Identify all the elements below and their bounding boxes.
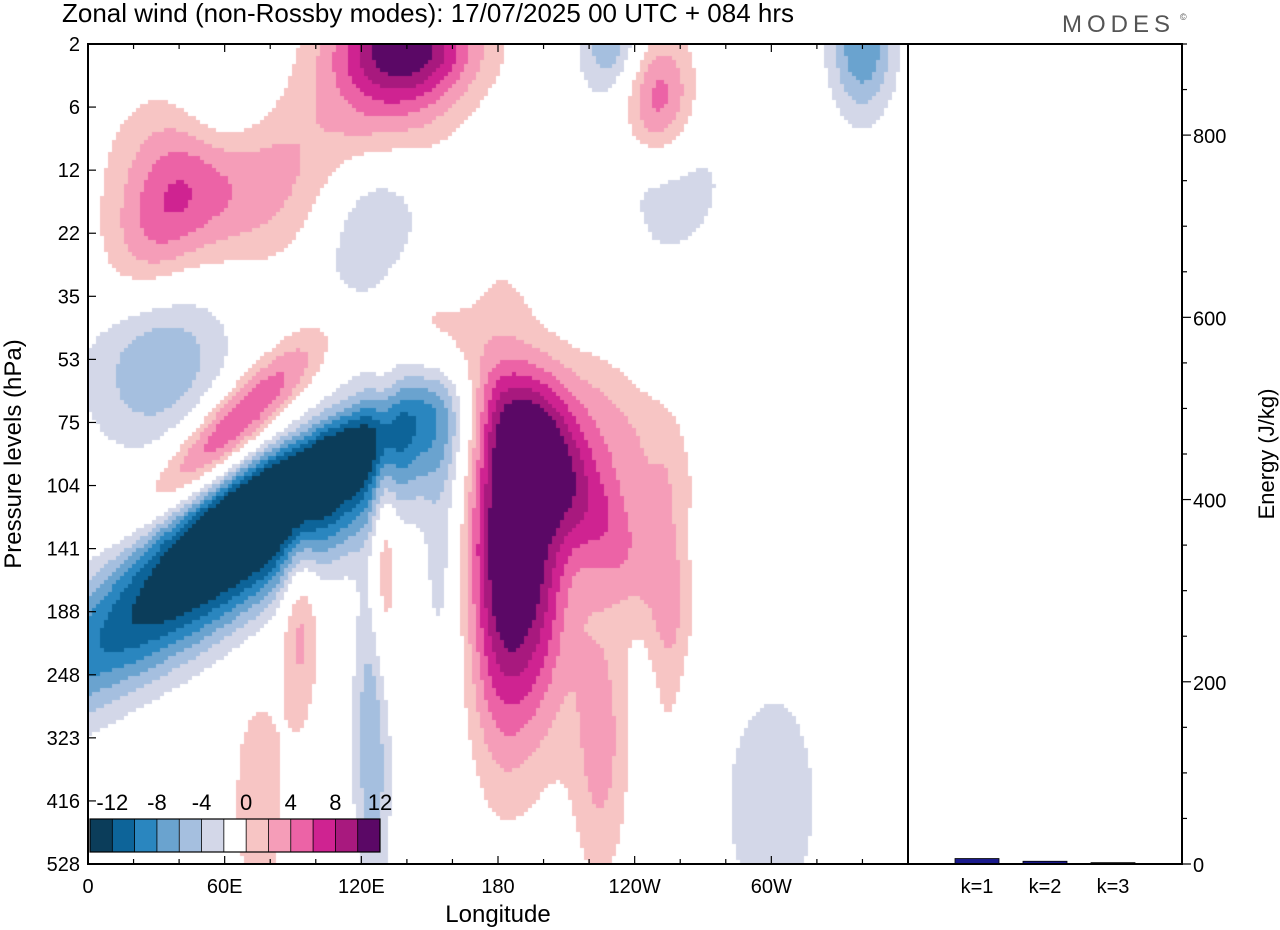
energy-x-tick-label: k=3 xyxy=(1097,876,1130,898)
energy-y-tick-label: 400 xyxy=(1193,491,1226,513)
y-tick-label: 53 xyxy=(58,349,80,371)
heatmap-canvas xyxy=(88,44,908,864)
colorbar-swatch xyxy=(112,819,136,852)
x-tick-label: 180 xyxy=(481,876,514,898)
colorbar-swatch xyxy=(156,819,180,852)
colorbar-swatch xyxy=(201,819,225,852)
y-tick-label: 6 xyxy=(69,97,80,119)
colorbar-label: -4 xyxy=(192,790,212,815)
colorbar-swatch xyxy=(290,819,314,852)
energy-ylabel: Energy (J/kg) xyxy=(1254,389,1279,520)
colorbar-swatch xyxy=(246,819,269,852)
colorbar-swatch xyxy=(313,819,336,852)
heatmap-ylabel: Pressure levels (hPa) xyxy=(0,339,27,568)
modes-logo-mark: © xyxy=(1180,12,1187,22)
y-tick-label: 528 xyxy=(47,854,80,876)
y-tick-label: 35 xyxy=(58,286,80,308)
energy-x-tick-label: k=2 xyxy=(1029,876,1062,898)
colorbar-label: 12 xyxy=(368,790,392,815)
colorbar-swatch xyxy=(134,819,158,852)
heatmap-fo xyxy=(88,44,908,864)
heatmap-x-axis: 0 60E 120E 180 120W 60W xyxy=(82,44,909,898)
y-tick-label: 75 xyxy=(58,412,80,434)
colorbar-swatch xyxy=(179,819,203,852)
y-tick-label: 188 xyxy=(47,602,80,624)
energy-y-tick-label: 200 xyxy=(1193,673,1226,695)
heatmap-panel: 0 60E 120E 180 120W 60W 2 6 12 22 35 53 75 104 141 188… xyxy=(0,34,909,928)
y-tick-label: 248 xyxy=(47,665,80,687)
x-tick-label: 120E xyxy=(338,876,385,898)
energy-y-tick-label: 0 xyxy=(1193,855,1204,877)
y-tick-label: 141 xyxy=(47,539,80,561)
modes-logo: MODES xyxy=(1062,11,1175,38)
heatmap-xlabel: Longitude xyxy=(445,901,550,928)
colorbar-label: 8 xyxy=(329,790,341,815)
colorbar-label: 4 xyxy=(285,790,297,815)
colorbar-swatch xyxy=(335,819,359,852)
colorbar-label: -12 xyxy=(96,790,128,815)
x-tick-label: 120W xyxy=(609,876,661,898)
colorbar-swatch xyxy=(268,819,292,852)
colorbar-swatch xyxy=(357,819,381,852)
energy-y-tick-label: 600 xyxy=(1193,308,1226,330)
energy-x-tick-label: k=1 xyxy=(961,876,994,898)
energy-panel: 0 200 400 600 800 k=1 k=2 k=3 Energy (J/kg) xyxy=(907,43,1279,898)
chart-title: Zonal wind (non-Rossby modes): 17/07/202… xyxy=(62,0,794,28)
energy-x-axis: k=1 k=2 k=3 xyxy=(961,876,1130,898)
colorbar-label: 0 xyxy=(240,790,252,815)
energy-frame xyxy=(907,43,1183,865)
heatmap-y-axis: 2 6 12 22 35 53 75 104 141 188 248 323 416 528 xyxy=(47,34,96,876)
y-tick-label: 104 xyxy=(47,476,80,498)
x-tick-label: 0 xyxy=(82,876,93,898)
y-tick-label: 416 xyxy=(47,791,80,813)
colorbar: -12 -8 -4 0 4 8 12 xyxy=(89,790,392,853)
colorbar-swatch xyxy=(223,819,247,852)
colorbar-swatch xyxy=(90,819,113,852)
y-tick-label: 22 xyxy=(58,223,80,245)
y-tick-label: 12 xyxy=(58,160,80,182)
colorbar-frame xyxy=(89,818,381,853)
y-tick-label: 2 xyxy=(69,34,80,56)
energy-y-axis: 0 200 400 600 800 xyxy=(1182,43,1226,877)
colorbar-label: -8 xyxy=(147,790,167,815)
y-tick-label: 323 xyxy=(47,728,80,750)
x-tick-label: 60W xyxy=(751,876,792,898)
energy-y-tick-label: 800 xyxy=(1193,126,1226,148)
x-tick-label: 60E xyxy=(207,876,243,898)
